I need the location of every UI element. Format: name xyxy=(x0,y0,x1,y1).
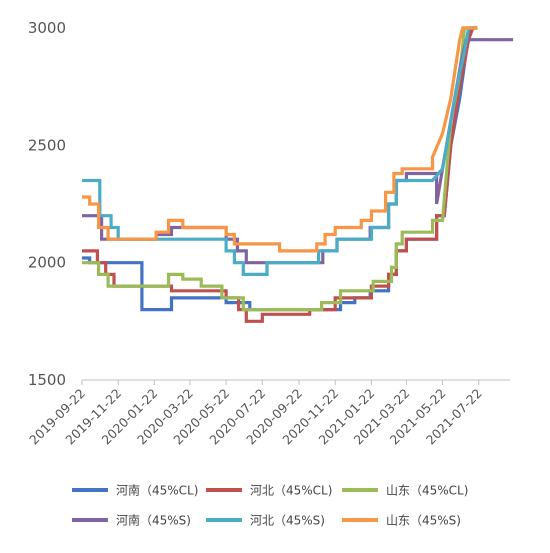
series-layer xyxy=(82,26,514,323)
y-tick-label: 3000 xyxy=(28,19,66,37)
series-line-2 xyxy=(82,26,478,312)
y-tick-label: 2000 xyxy=(28,254,66,272)
y-tick-label: 1500 xyxy=(28,371,66,389)
series-line-4 xyxy=(82,26,478,276)
x-axis: 2019-09-222019-11-222020-01-222020-03-22… xyxy=(26,379,510,447)
legend-label: 山东（45%S) xyxy=(386,514,461,528)
legend-label: 河南（45%CL) xyxy=(116,483,198,498)
legend-label: 河北（45%CL) xyxy=(250,484,332,498)
legend-label: 山东（45%CL) xyxy=(386,484,468,498)
y-axis-ticks: 1500 2000 2500 3000 xyxy=(28,19,66,389)
legend-label: 河北（45%S) xyxy=(250,514,325,528)
legend-label: 河南（45%S) xyxy=(116,513,191,528)
y-tick-label: 2500 xyxy=(28,136,66,154)
series-line-5 xyxy=(82,26,478,253)
legend: 河南（45%CL) 河北（45%CL) 山东（45%CL) 河南（45%S) 河北（45… xyxy=(72,483,468,528)
